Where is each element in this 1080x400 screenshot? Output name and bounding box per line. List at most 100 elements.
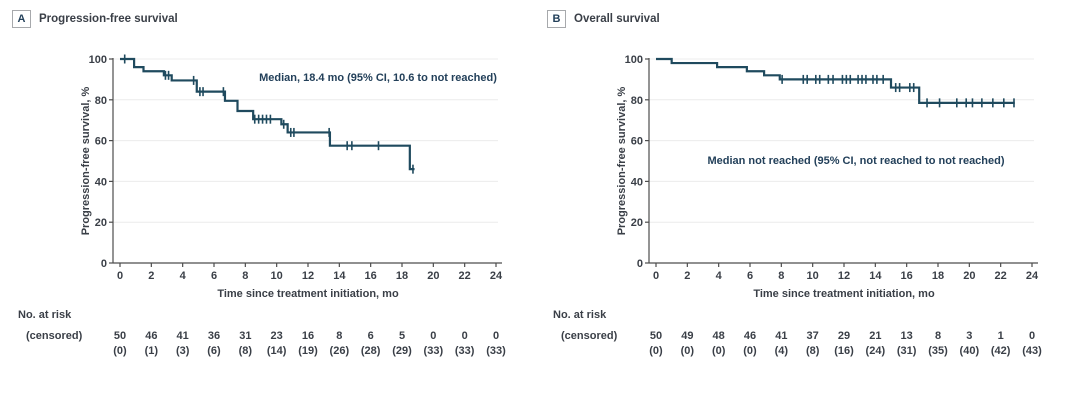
panel-b-y-tick-label: 60 bbox=[631, 136, 643, 148]
panel-a-letter-badge: A bbox=[12, 10, 31, 28]
panel-b-risk-row1-label: No. at risk bbox=[553, 309, 607, 321]
panel-b-y-tick-label: 80 bbox=[631, 95, 643, 107]
panel-a-censored-value: (33) bbox=[486, 345, 506, 357]
panel-b-letter-badge: B bbox=[547, 10, 566, 28]
panel-b-censored-value: (4) bbox=[775, 345, 789, 357]
panel-b-censored-value: (35) bbox=[928, 345, 948, 357]
panel-b-risk-row2-label: (censored) bbox=[561, 330, 618, 342]
panel-a-at-risk-value: 23 bbox=[271, 330, 283, 342]
panel-b-at-risk-value: 0 bbox=[1029, 330, 1035, 342]
panel-a-at-risk-value: 36 bbox=[208, 330, 220, 342]
panel-a-x-tick-label: 10 bbox=[271, 270, 283, 282]
panel-b-censored-value: (0) bbox=[681, 345, 695, 357]
panel-a-x-tick-label: 2 bbox=[148, 270, 154, 282]
panel-b-censored-value: (8) bbox=[806, 345, 820, 357]
panel-a-at-risk-value: 5 bbox=[399, 330, 405, 342]
panel-b-header: B Overall survival bbox=[547, 10, 660, 28]
panel-b-at-risk-value: 50 bbox=[650, 330, 662, 342]
panel-a-x-tick-label: 20 bbox=[427, 270, 439, 282]
panel-a-at-risk-value: 16 bbox=[302, 330, 314, 342]
panel-a-y-tick-label: 40 bbox=[95, 176, 107, 188]
panel-a-censored-value: (26) bbox=[330, 345, 350, 357]
panel-b-y-tick-label: 40 bbox=[631, 176, 643, 188]
panel-b-at-risk-value: 49 bbox=[681, 330, 693, 342]
panel-a-y-tick-label: 100 bbox=[89, 54, 107, 66]
panel-a-censored-value: (14) bbox=[267, 345, 287, 357]
panel-a-y-tick-label: 20 bbox=[95, 217, 107, 229]
panel-b-at-risk-value: 46 bbox=[744, 330, 756, 342]
panel-b-censored-value: (31) bbox=[897, 345, 917, 357]
panel-b-x-tick-label: 8 bbox=[778, 270, 784, 282]
panel-b-x-tick-label: 0 bbox=[653, 270, 659, 282]
panel-b-x-tick-label: 16 bbox=[901, 270, 913, 282]
panel-a-risk-row2-label: (censored) bbox=[26, 330, 83, 342]
panel-b-at-risk-value: 29 bbox=[838, 330, 850, 342]
panel-b-censored-value: (40) bbox=[960, 345, 980, 357]
panel-a-x-tick-label: 12 bbox=[302, 270, 314, 282]
panel-a-x-tick-label: 24 bbox=[490, 270, 503, 282]
panel-a-censored-value: (1) bbox=[145, 345, 159, 357]
panel-a-header: A Progression-free survival bbox=[12, 10, 178, 28]
panel-b-y-tick-label: 100 bbox=[625, 54, 643, 66]
panel-b-censored-value: (0) bbox=[649, 345, 663, 357]
panel-a-at-risk-value: 31 bbox=[239, 330, 251, 342]
panel-b-censored-value: (0) bbox=[743, 345, 757, 357]
panel-b-x-tick-label: 12 bbox=[838, 270, 850, 282]
panel-a-at-risk-value: 46 bbox=[145, 330, 157, 342]
panel-a-x-tick-label: 6 bbox=[211, 270, 217, 282]
panel-a-at-risk-value: 0 bbox=[462, 330, 468, 342]
panel-a-km-curve bbox=[120, 57, 415, 171]
panel-b-x-axis-title: Time since treatment initiation, mo bbox=[753, 288, 935, 300]
panel-b-at-risk-value: 3 bbox=[966, 330, 972, 342]
panel-b-at-risk-value: 41 bbox=[775, 330, 787, 342]
panel-a-risk-row1-label: No. at risk bbox=[18, 309, 72, 321]
panel-b-x-tick-label: 18 bbox=[932, 270, 944, 282]
panel-a-censored-value: (29) bbox=[392, 345, 412, 357]
panel-a-y-axis-title: Progression-free survival, % bbox=[80, 87, 92, 236]
panel-b-y-axis-title: Progression-free survival, % bbox=[616, 87, 628, 236]
panel-b-censored-value: (0) bbox=[712, 345, 726, 357]
panel-b-at-risk-value: 8 bbox=[935, 330, 941, 342]
panel-a-title: Progression-free survival bbox=[39, 13, 178, 25]
panel-a-censored-value: (3) bbox=[176, 345, 190, 357]
panel-a-y-tick-label: 80 bbox=[95, 95, 107, 107]
panel-b-x-tick-label: 2 bbox=[684, 270, 690, 282]
panel-a-censored-value: (6) bbox=[207, 345, 221, 357]
panel-b-y-tick-label: 20 bbox=[631, 217, 643, 229]
panel-a-at-risk-value: 8 bbox=[336, 330, 342, 342]
panel-a-x-tick-label: 14 bbox=[333, 270, 346, 282]
panel-b-x-tick-label: 24 bbox=[1026, 270, 1039, 282]
panel-a-y-tick-label: 60 bbox=[95, 136, 107, 148]
panel-b-censored-value: (24) bbox=[866, 345, 886, 357]
panel-b-x-tick-label: 22 bbox=[995, 270, 1007, 282]
panel-b-x-tick-label: 4 bbox=[716, 270, 723, 282]
panel-b-at-risk-value: 48 bbox=[713, 330, 725, 342]
panel-b-at-risk-value: 37 bbox=[807, 330, 819, 342]
panel-a-x-axis-title: Time since treatment initiation, mo bbox=[217, 288, 399, 300]
panel-a-at-risk-value: 41 bbox=[177, 330, 189, 342]
panel-a-x-tick-label: 0 bbox=[117, 270, 123, 282]
panel-a-censored-value: (0) bbox=[113, 345, 127, 357]
panel-b-y-tick-label: 0 bbox=[637, 258, 643, 270]
panel-b-at-risk-value: 21 bbox=[869, 330, 881, 342]
panel-b-censored-value: (43) bbox=[1022, 345, 1042, 357]
panel-b-at-risk-value: 1 bbox=[998, 330, 1004, 342]
panel-a-x-tick-label: 8 bbox=[242, 270, 248, 282]
panel-a-censored-value: (28) bbox=[361, 345, 381, 357]
panel-b-censored-value: (16) bbox=[834, 345, 854, 357]
panel-a-x-tick-label: 4 bbox=[180, 270, 187, 282]
panel-a-at-risk-value: 50 bbox=[114, 330, 126, 342]
panel-b-x-tick-label: 6 bbox=[747, 270, 753, 282]
panel-b-km-curve bbox=[656, 57, 1015, 104]
panel-a-at-risk-value: 6 bbox=[368, 330, 374, 342]
panel-a-y-tick-label: 0 bbox=[101, 258, 107, 270]
panel-a-at-risk-value: 0 bbox=[430, 330, 436, 342]
panel-a-censored-value: (33) bbox=[424, 345, 444, 357]
panel-b-censored-value: (42) bbox=[991, 345, 1011, 357]
panel-b-x-tick-label: 14 bbox=[869, 270, 882, 282]
panel-a-x-tick-label: 18 bbox=[396, 270, 408, 282]
panel-a-censored-value: (8) bbox=[239, 345, 253, 357]
panel-a-x-tick-label: 22 bbox=[459, 270, 471, 282]
